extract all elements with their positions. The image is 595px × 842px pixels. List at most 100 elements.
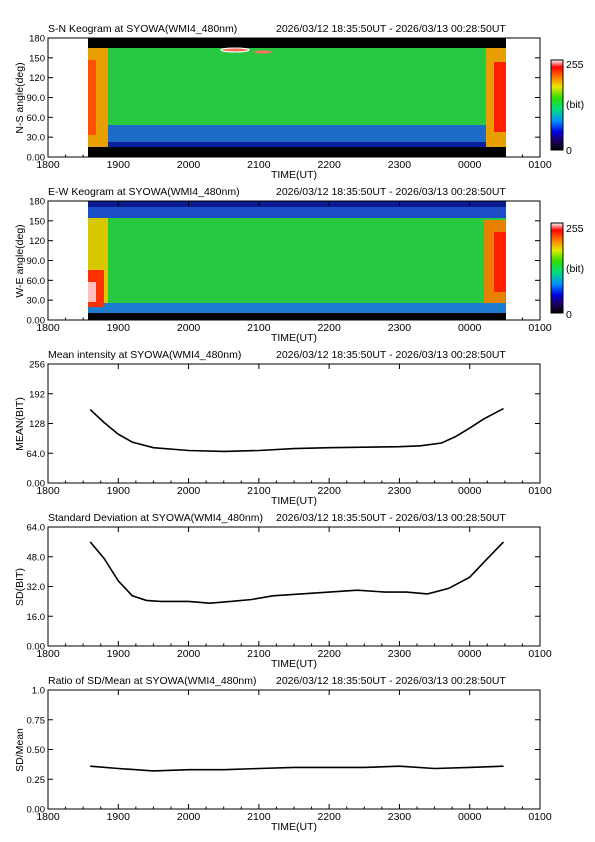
y-tick-label: 0.00 (27, 642, 46, 653)
y-tick-label: 0.75 (27, 715, 46, 726)
x-tick-label: 1900 (107, 811, 131, 823)
x-tick-label: 1800 (36, 322, 60, 334)
colorbar: 255 (bit) 0 (550, 222, 584, 321)
x-tick-label: 2000 (177, 485, 201, 497)
x-tick-label: 0100 (528, 485, 552, 497)
y-axis-ticks: 0.00 30.0 60.0 90.0 120 150 180 (27, 34, 540, 164)
x-tick-label: 2100 (247, 159, 271, 171)
colorbar-unit-label: (bit) (566, 263, 584, 275)
panel-time-range: 2026/03/12 18:35:50UT - 2026/03/13 00:28… (276, 512, 506, 524)
y-tick-label: 30.0 (27, 296, 46, 307)
panel-sn-keogram: S-N Keogram at SYOWA(WMI4_480nm) 2026/03… (14, 23, 584, 181)
y-axis-ticks: 0.00 30.0 60.0 90.0 120 150 180 (27, 197, 540, 327)
x-axis-label: TIME(UT) (271, 332, 317, 344)
y-tick-label: 1.0 (32, 686, 45, 697)
x-tick-label: 1800 (36, 159, 60, 171)
y-tick-label: 60.0 (27, 113, 46, 124)
x-tick-label: 0100 (528, 159, 552, 171)
keogram-aurora-feature (220, 47, 250, 53)
panel-title: Standard Deviation at SYOWA(WMI4_480nm) (48, 512, 263, 524)
y-tick-label: 180 (29, 34, 45, 45)
x-tick-label: 2300 (388, 648, 412, 660)
y-tick-label: 150 (29, 216, 45, 227)
keogram-dark-band (88, 147, 506, 157)
y-tick-label: 192 (29, 389, 45, 400)
plot-frame (47, 689, 541, 810)
sd-mean-ratio-line (90, 765, 504, 772)
x-tick-label: 0000 (458, 485, 482, 497)
y-axis-label: SD(BIT) (14, 568, 26, 606)
colorbar-max-label: 255 (566, 59, 584, 71)
x-tick-label: 0100 (528, 648, 552, 660)
panel-ew-keogram: E-W Keogram at SYOWA(WMI4_480nm) 2026/03… (14, 186, 584, 344)
y-tick-label: 180 (29, 197, 45, 208)
keogram-blue-band (88, 303, 506, 315)
keogram-bright-edge (494, 62, 506, 132)
y-axis-label: W-E angle(deg) (14, 224, 26, 297)
x-tick-label: 1800 (36, 648, 60, 660)
y-axis-label: N-S angle(deg) (14, 62, 26, 133)
x-axis-label: TIME(UT) (271, 821, 317, 833)
x-tick-label: 1900 (107, 648, 131, 660)
y-tick-label: 64.0 (27, 523, 46, 534)
panel-time-range: 2026/03/12 18:35:50UT - 2026/03/13 00:28… (276, 675, 506, 687)
plot-frame (47, 363, 541, 484)
colorbar-min-label: 0 (566, 145, 572, 157)
panel-time-range: 2026/03/12 18:35:50UT - 2026/03/13 00:28… (276, 186, 506, 198)
y-tick-label: 30.0 (27, 133, 46, 144)
x-tick-label: 2300 (388, 159, 412, 171)
plot-frame (47, 526, 541, 647)
x-tick-label: 2100 (247, 648, 271, 660)
keogram-image (88, 38, 506, 157)
y-tick-label: 0.00 (27, 316, 46, 327)
keogram-bright-edge (494, 232, 506, 292)
y-tick-label: 16.0 (27, 612, 46, 623)
y-tick-label: 150 (29, 53, 45, 64)
x-axis-ticks: 1800 1900 2000 2100 2200 2300 0000 0100 (36, 201, 552, 334)
y-axis-ticks: 0.00 0.25 0.50 0.75 1.0 (27, 686, 540, 816)
panel-time-range: 2026/03/12 18:35:50UT - 2026/03/13 00:28… (276, 23, 506, 35)
keogram-bright-edge (88, 60, 96, 135)
y-tick-label: 32.0 (27, 582, 46, 593)
panel-title: E-W Keogram at SYOWA(WMI4_480nm) (48, 186, 240, 198)
panel-title: Mean intensity at SYOWA(WMI4_480nm) (48, 349, 241, 361)
x-tick-label: 0000 (458, 811, 482, 823)
colorbar-min-label: 0 (566, 309, 572, 321)
y-tick-label: 90.0 (27, 256, 46, 267)
x-tick-label: 2200 (317, 485, 341, 497)
standard-deviation-line (89, 541, 505, 605)
keogram-background (88, 201, 506, 320)
y-tick-label: 256 (29, 360, 45, 371)
x-tick-label: 0000 (458, 159, 482, 171)
colorbar: 255 (bit) 0 (550, 59, 584, 157)
keogram-image (88, 201, 506, 320)
y-tick-label: 0.00 (27, 805, 46, 816)
keogram-dark-band (88, 201, 506, 207)
x-tick-label: 1900 (107, 322, 131, 334)
x-tick-label: 2200 (317, 322, 341, 334)
panel-title: S-N Keogram at SYOWA(WMI4_480nm) (48, 23, 237, 35)
y-tick-label: 0.50 (27, 745, 46, 756)
x-tick-label: 1800 (36, 485, 60, 497)
x-axis-ticks: 1800 1900 2000 2100 2200 2300 0000 0100 (36, 527, 552, 660)
colorbar-gradient (550, 222, 564, 314)
x-tick-label: 2000 (177, 648, 201, 660)
x-tick-label: 2200 (317, 159, 341, 171)
y-tick-label: 0.25 (27, 775, 46, 786)
x-tick-label: 2300 (388, 485, 412, 497)
keogram-aurora-feature (254, 50, 272, 54)
x-tick-label: 1900 (107, 485, 131, 497)
x-tick-label: 1900 (107, 159, 131, 171)
x-tick-label: 2200 (317, 811, 341, 823)
y-axis-ticks: 0.00 64.0 128 192 256 (27, 360, 540, 490)
y-axis-label: MEAN(BIT) (14, 397, 26, 451)
keogram-bright-edge (88, 282, 96, 302)
x-axis-ticks: 1800 1900 2000 2100 2200 2300 0000 0100 (36, 364, 552, 497)
keogram-blue-band (88, 142, 506, 150)
y-tick-label: 48.0 (27, 552, 46, 563)
x-axis-ticks: 1800 1900 2000 2100 2200 2300 0000 0100 (36, 38, 552, 171)
x-tick-label: 0000 (458, 648, 482, 660)
x-tick-label: 2100 (247, 811, 271, 823)
x-tick-label: 2300 (388, 322, 412, 334)
